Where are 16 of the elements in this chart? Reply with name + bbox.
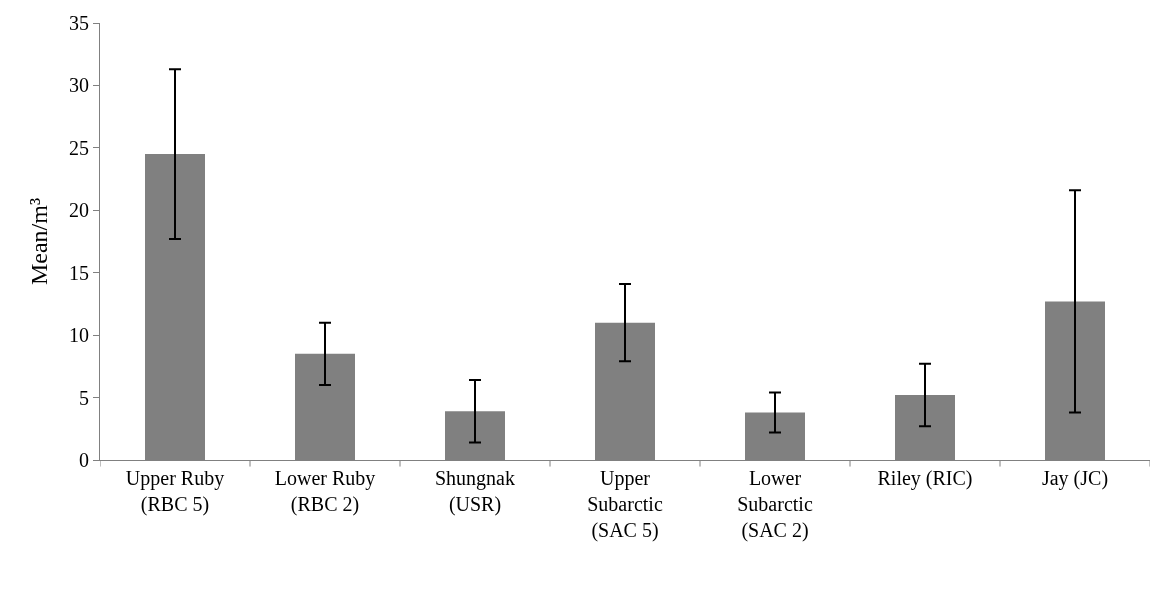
x-tick-label: Jay (JC): [1041, 467, 1109, 490]
y-tick-label: 0: [79, 449, 89, 471]
y-tick-label: 15: [69, 261, 89, 284]
x-tick-label: Riley (RIC): [877, 467, 973, 490]
x-tick-label: Lower Subarctic (SAC 2): [737, 467, 813, 542]
y-tick-label: 10: [69, 324, 89, 347]
x-tick-label: Shungnak (USR): [435, 467, 515, 516]
y-tick-label: 25: [69, 136, 89, 159]
x-tick-label: Lower Ruby (RBC 2): [274, 467, 376, 516]
y-tick-label: 30: [69, 74, 89, 97]
y-tick-label: 5: [79, 386, 89, 409]
y-axis-title: Mean/m³: [26, 197, 53, 286]
y-tick-label: 35: [69, 12, 89, 34]
x-tick-label: Upper Ruby (RBC 5): [125, 467, 225, 516]
x-tick-label: Upper Subarctic (SAC 5): [587, 467, 663, 542]
y-tick-label: 20: [69, 199, 89, 222]
